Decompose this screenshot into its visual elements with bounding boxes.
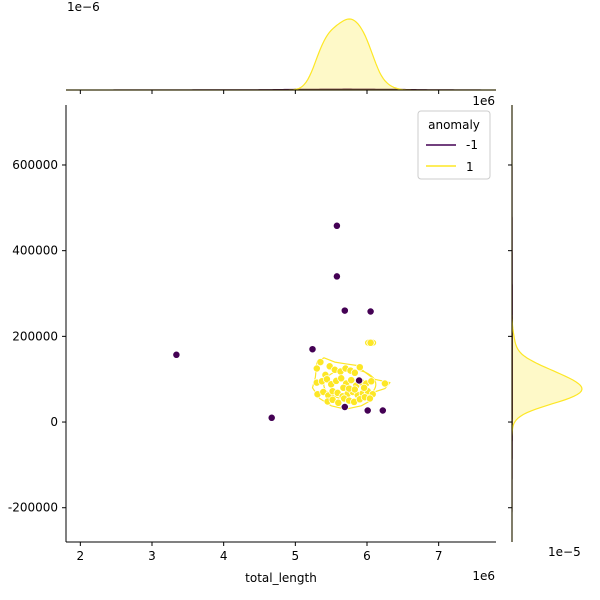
x-tick-label: 5 [292,549,300,563]
point-anomaly-neg [366,307,375,316]
right-marginal: 1e−5 [511,105,583,559]
point-anomaly-pos [360,383,369,392]
point-anomaly-pos [347,376,356,385]
x-offset-label: 1e6 [472,569,495,583]
point-anomaly-pos [355,363,364,372]
point-anomaly-pos [367,377,376,386]
x-ticks: 2 3 4 5 6 7 [77,542,443,563]
y-tick-label: 0 [50,415,58,429]
point-anomaly-neg [267,413,276,422]
right-marginal-kde-anomaly-pos [511,105,583,542]
x-tick-label: 6 [363,549,371,563]
point-anomaly-pos [350,385,359,394]
x-tick-label: 2 [77,549,85,563]
point-anomaly-pos [380,379,389,388]
point-anomaly-neg [340,306,349,315]
point-anomaly-neg [332,221,341,230]
legend-title: anomaly [428,118,480,132]
scatter-points [172,221,389,422]
top-marginal-offset-label: 1e−6 [67,0,100,14]
right-marginal-y-ticks [508,164,512,509]
point-anomaly-neg [340,403,349,411]
x-tick-label: 7 [435,549,443,563]
main-axes: 2 3 4 5 6 7 -200000 0 200000 400000 600000 total_… [8,90,512,585]
top-marginal-x-ticks [79,90,440,94]
point-anomaly-neg [363,406,372,415]
point-anomaly-neg [308,345,317,354]
point-anomaly-neg [172,350,181,359]
y-offset-label: 1e6 [472,94,495,108]
point-anomaly-pos [337,374,346,383]
point-anomaly-pos [316,358,325,367]
x-tick-label: 3 [148,549,156,563]
y-ticks: -200000 0 200000 400000 600000 [8,158,66,515]
y-tick-label: 400000 [12,244,58,258]
legend: anomaly -1 1 [417,110,491,180]
point-anomaly-neg [355,376,364,385]
point-anomaly-pos [334,398,343,407]
top-marginal-kde-anomaly-pos [66,18,496,91]
y-tick-label: 200000 [12,329,58,343]
x-axis-label: total_length [245,571,317,585]
point-anomaly-neg [332,272,341,281]
point-anomaly-pos [322,375,331,384]
right-marginal-offset-label: 1e−5 [548,545,581,559]
x-tick-label: 4 [220,549,228,563]
y-tick-label: 600000 [12,158,58,172]
point-anomaly-neg [378,406,387,415]
legend-label-anomaly-neg: -1 [466,138,478,152]
legend-label-anomaly-pos: 1 [466,160,474,174]
point-anomaly-pos [312,364,321,373]
y-tick-label: -200000 [8,501,58,515]
top-marginal: 1e−6 [66,0,496,91]
point-anomaly-pos [365,394,374,403]
point-anomaly-pos [366,338,375,347]
point-anomaly-pos [350,368,359,377]
